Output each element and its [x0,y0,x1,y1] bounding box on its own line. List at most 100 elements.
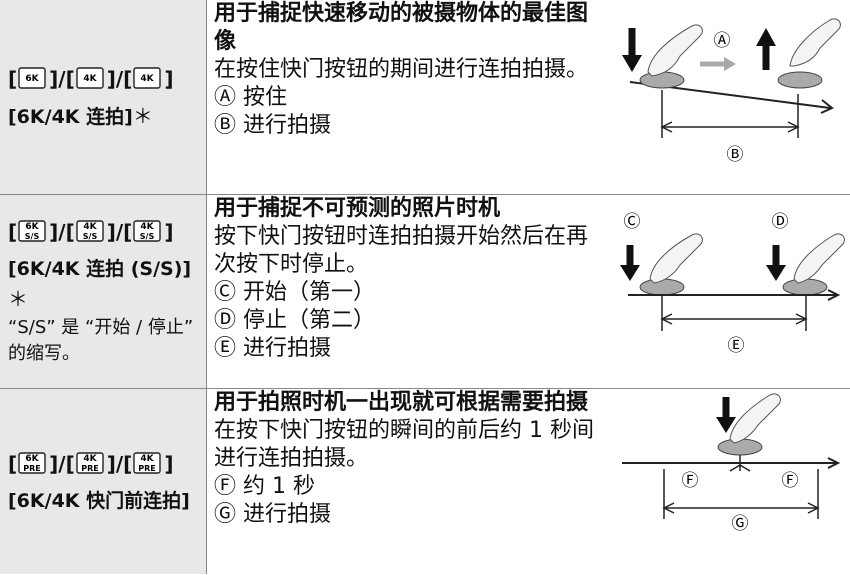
icon-sublabel: S/S [83,232,98,241]
legend-text: 停止（第二） [243,308,376,333]
heading: 用于拍照时机一出现就可根据需要拍摄 [214,390,589,415]
legend-marker: Ⓖ [214,502,237,527]
legend-item: Ⓓ 停止（第二） [214,307,594,335]
row: [6K S/S]/[4K S/S]/[4K S/S] [6K/4K 连拍 (S/S)]＊… [0,194,850,388]
diagram-marker: Ⓔ [728,336,745,356]
legend-marker: Ⓓ [214,308,237,333]
heading: 用于捕捉不可预测的照片时机 [214,196,501,221]
bracket: ]/[ [106,220,133,244]
mode-note: “S/S” 是 “开始 / 停止” 的缩写。 [8,317,194,364]
legend-text: 进行拍摄 [243,502,332,527]
diagram-marker: Ⓕ [782,471,799,491]
icon-label: 6K [26,74,40,84]
description: 按下快门按钮时连拍拍摄开始然后在再次按下时停止。 [214,224,589,277]
mode-cell: [6K PRE]/[4K PRE]/[4K PRE] [6K/4K 快门前连拍] [0,389,207,574]
mode-mark: ＊ [8,287,28,311]
icon-label: 4K [83,74,97,84]
row: [6K PRE]/[4K PRE]/[4K PRE] [6K/4K 快门前连拍] 用于拍照… [0,388,850,574]
icon-frame [18,220,46,242]
icon-frame [76,220,104,242]
bracket: [ [8,451,18,476]
bracket: ] [164,451,174,476]
icon-frame [18,66,46,89]
icon-label: 4K [141,222,155,232]
legend-marker: Ⓔ [214,336,237,361]
legend-item: Ⓔ 进行拍摄 [214,335,594,363]
mode-cell: [6K S/S]/[4K S/S]/[4K S/S] [6K/4K 连拍 (S/S)]＊… [0,195,207,388]
icon-sublabel: PRE [81,464,99,473]
description-cell: 用于捕捉快速移动的被摄物体的最佳图像在按住快门按钮的期间进行连拍拍摄。 Ⓐ 按住 Ⓑ… [208,0,600,194]
bracket: ]/[ [49,66,75,91]
diagram-cell: Ⓒ Ⓓ Ⓔ [600,195,850,388]
mode-mark: ＊ [132,103,153,128]
legend-text: 开始（第一） [243,280,376,305]
mode-icon: 4KS/S [133,220,162,242]
legend-marker: Ⓒ [214,280,237,305]
mode-name: [6K/4K 快门前连拍] [8,486,198,516]
icon-sublabel: PRE [139,464,157,473]
mode-name: [6K/4K 连拍]＊ [8,101,198,132]
diagram-marker: Ⓒ [624,212,641,232]
bracket: [ [8,220,18,244]
icon-sublabel: S/S [140,232,155,241]
mode-label: [6K/4K 快门前连拍] [8,489,190,512]
icon-label: 4K [83,222,97,232]
diagram: Ⓐ Ⓑ [622,18,841,165]
legend-text: 进行拍摄 [243,113,332,138]
bracket: ] [164,66,174,91]
legend-text: 进行拍摄 [243,336,332,361]
icon-label: 4K [83,454,97,464]
bracket: ]/[ [106,451,133,476]
legend-item: Ⓕ 约 1 秒 [214,473,594,501]
legend-item: Ⓑ 进行拍摄 [214,112,594,140]
diagram-marker: Ⓐ [714,31,731,51]
row: [6K ]/[ 4K ]/[ 4K] [6K/4K 连拍]＊ 用于捕捉快速移动的被摄物体的最… [0,0,850,194]
legend-text: 按住 [243,85,288,110]
description-cell: 用于拍照时机一出现就可根据需要拍摄在按下快门按钮的瞬间的前后约 1 秒间进行连拍… [208,389,600,574]
legend-marker: Ⓑ [214,113,237,138]
mode-label: [6K/4K 连拍] [8,105,133,128]
icon-label: 6K [26,222,40,232]
legend-item: Ⓖ 进行拍摄 [214,501,594,529]
diagram-marker: Ⓖ [732,514,749,534]
icon-label: 4K [141,74,155,84]
description-cell: 用于捕捉不可预测的照片时机按下快门按钮时连拍拍摄开始然后在再次按下时停止。 Ⓒ 开… [208,195,600,388]
mode-icons: [6K S/S]/[4K S/S]/[4K S/S] [8,216,198,248]
mode-icon: 4K [76,66,104,89]
description: 在按下快门按钮的瞬间的前后约 1 秒间进行连拍拍摄。 [214,418,594,471]
mode-name: [6K/4K 连拍 (S/S)] ＊ [8,254,198,315]
diagram-marker: Ⓑ [727,145,744,165]
mode-label: [6K/4K 连拍 (S/S)] [8,258,192,280]
bracket: ] [164,220,174,244]
mode-icons: [6K PRE]/[4K PRE]/[4K PRE] [8,448,198,480]
description: 在按住快门按钮的期间进行连拍拍摄。 [214,57,589,82]
icon-label: 4K [141,454,155,464]
diagram-cell: Ⓐ Ⓑ [600,0,850,194]
heading: 用于捕捉快速移动的被摄物体的最佳图像 [214,1,589,54]
icon-sublabel: PRE [23,464,41,473]
bracket: ]/[ [49,220,75,244]
legend-text: 约 1 秒 [243,474,315,499]
icon-frame [133,66,162,89]
legend-marker: Ⓕ [214,474,237,499]
legend-item: Ⓐ 按住 [214,84,594,112]
bracket: ]/[ [106,66,133,91]
diagram-marker: Ⓓ [772,212,789,232]
bracket: [ [8,66,18,91]
icon-label: 6K [26,454,40,464]
mode-icon: 6KS/S [18,220,46,242]
icon-frame [133,451,162,474]
icon-frame [76,451,104,474]
mode-icon: 4K [133,66,162,89]
diagram: Ⓕ Ⓕ Ⓖ [622,393,841,534]
mode-cell: [6K ]/[ 4K ]/[ 4K] [6K/4K 连拍]＊ [0,0,207,194]
diagram-marker: Ⓕ [682,471,699,491]
mode-icon: 4KS/S [76,220,104,242]
icon-frame [76,66,104,89]
mode-icons: [6K ]/[ 4K ]/[ 4K] [8,63,198,95]
diagram-cell: Ⓕ Ⓕ Ⓖ [600,389,850,574]
